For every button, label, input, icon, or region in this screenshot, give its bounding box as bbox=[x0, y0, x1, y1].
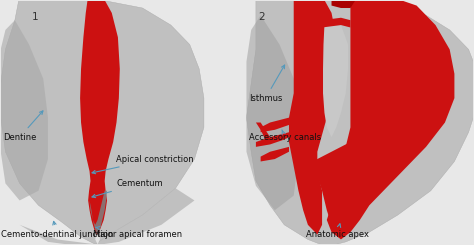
Polygon shape bbox=[95, 234, 100, 244]
Polygon shape bbox=[0, 20, 48, 200]
Text: Dentine: Dentine bbox=[3, 111, 43, 142]
Polygon shape bbox=[331, 0, 355, 8]
Text: Major apical foramen: Major apical foramen bbox=[93, 226, 182, 239]
Polygon shape bbox=[246, 15, 299, 210]
Polygon shape bbox=[246, 0, 474, 245]
Polygon shape bbox=[256, 132, 289, 147]
Polygon shape bbox=[261, 147, 289, 161]
Polygon shape bbox=[322, 18, 350, 27]
Polygon shape bbox=[256, 122, 270, 140]
Polygon shape bbox=[80, 0, 120, 237]
Polygon shape bbox=[289, 0, 336, 234]
Text: Anatomic apex: Anatomic apex bbox=[306, 224, 368, 239]
Polygon shape bbox=[261, 118, 294, 132]
Polygon shape bbox=[327, 0, 455, 239]
Text: Cementum: Cementum bbox=[92, 179, 163, 198]
Text: Apical constriction: Apical constriction bbox=[92, 155, 194, 174]
Polygon shape bbox=[0, 0, 204, 244]
Text: 1: 1 bbox=[31, 12, 38, 22]
Polygon shape bbox=[303, 142, 365, 232]
Text: Cemento-dentinal junction: Cemento-dentinal junction bbox=[0, 221, 113, 239]
Polygon shape bbox=[323, 25, 348, 137]
Polygon shape bbox=[19, 188, 194, 245]
Text: Isthmus: Isthmus bbox=[249, 65, 284, 103]
Text: 2: 2 bbox=[258, 12, 265, 22]
Text: Accessory canals: Accessory canals bbox=[249, 130, 321, 142]
Polygon shape bbox=[88, 191, 107, 237]
